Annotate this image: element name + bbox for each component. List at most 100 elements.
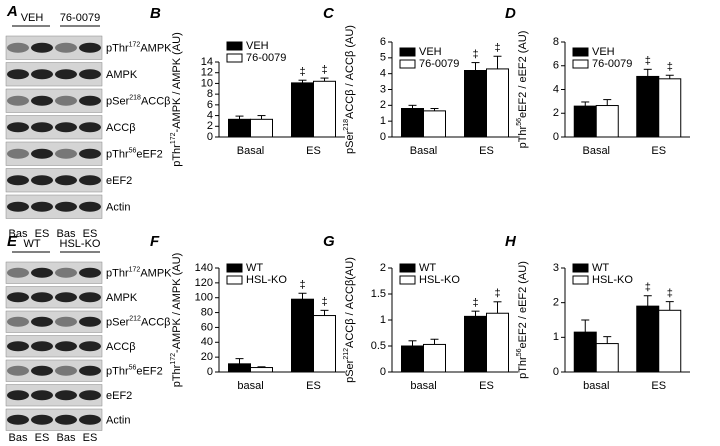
blot-strip	[5, 286, 103, 309]
y-axis-label-part: ACCβ / ACCβ (AU)	[344, 25, 356, 119]
legend-label: WT	[419, 262, 436, 274]
significance-mark: ‡	[299, 279, 305, 291]
blot-band	[7, 390, 29, 401]
row-label-part: ACCβ	[106, 122, 136, 134]
bar	[291, 82, 314, 138]
y-tick-label: 8	[207, 88, 213, 100]
blot-band	[55, 390, 77, 401]
legend-swatch	[399, 47, 416, 57]
row-label-part: Actin	[106, 201, 130, 213]
group-label: 76-0079	[60, 12, 100, 24]
y-tick-label: 1.5	[371, 288, 386, 300]
significance-mark: ‡	[472, 48, 478, 60]
y-axis-label-part: eEF2 / eEF2 (AU)	[517, 31, 529, 118]
y-tick-label: 20	[201, 351, 213, 363]
blot-band	[7, 365, 29, 376]
legend-swatch	[399, 263, 416, 273]
blot-band	[79, 69, 101, 80]
blot-band	[79, 175, 101, 186]
panel-letter: H	[505, 233, 517, 250]
blot-band	[7, 69, 29, 80]
bar	[464, 315, 487, 373]
legend-swatch	[399, 59, 416, 69]
legend-swatch	[226, 263, 243, 273]
row-label: pThr56eEF2	[106, 364, 163, 377]
lane-label: ES	[35, 228, 50, 240]
y-tick-label: 0	[380, 131, 386, 143]
blot-band	[55, 414, 77, 425]
x-tick-label: ES	[306, 380, 321, 392]
y-tick-label: 0	[553, 366, 559, 378]
row-label-part: ACCβ	[141, 95, 171, 107]
blot-strip	[5, 115, 103, 140]
blot-band	[31, 390, 53, 401]
blot-band	[7, 122, 29, 133]
legend-label: VEH	[246, 40, 269, 52]
row-label-part: pThr	[106, 148, 129, 160]
y-tick-label: 4	[380, 68, 386, 80]
bar	[486, 312, 509, 373]
y-tick-label: 140	[195, 262, 213, 274]
y-axis-label: pSer212ACCβ / ACCβ(AU)	[343, 257, 356, 383]
bar	[595, 343, 619, 373]
y-axis-label-part: pThr	[517, 125, 529, 148]
blot-strip	[5, 384, 103, 407]
x-tick-label: Basal	[582, 145, 610, 157]
row-label: eEF2	[106, 390, 132, 402]
y-axis-label-part: 172	[170, 132, 177, 144]
y-tick-label: 120	[195, 277, 213, 289]
y-tick-label: 5	[380, 52, 386, 64]
y-tick-label: 0	[207, 366, 213, 378]
bar	[401, 345, 424, 373]
bar	[423, 110, 446, 138]
legend-label: HSL-KO	[246, 274, 287, 286]
group-label: VEH	[21, 12, 44, 24]
legend-label: HSL-KO	[419, 274, 460, 286]
panel-letter: E	[7, 233, 18, 250]
blot-strip	[5, 408, 103, 431]
bar	[423, 343, 446, 373]
blot-band	[31, 148, 53, 159]
y-axis-label: pThr56eEF2 / eEF2 (AU)	[516, 31, 529, 149]
row-label-part: eEF2	[106, 390, 132, 402]
blot-band	[31, 341, 53, 352]
x-tick-label: basal	[237, 380, 263, 392]
bar	[228, 363, 251, 373]
y-axis-label-part: -AMPK / AMPK (AU)	[171, 32, 183, 132]
y-tick-label: 6	[380, 36, 386, 48]
row-label-part: eEF2	[136, 365, 162, 377]
blot-band	[55, 201, 77, 212]
significance-mark: ‡	[645, 55, 651, 67]
blot-band	[7, 316, 29, 327]
legend-swatch	[572, 275, 589, 285]
blot-band	[7, 292, 29, 303]
y-axis-label: pSer218ACCβ / ACCβ (AU)	[343, 25, 356, 154]
row-label: Actin	[106, 201, 130, 213]
row-label: AMPK	[106, 292, 138, 304]
legend-label: 76-0079	[246, 52, 286, 64]
blot-band	[79, 414, 101, 425]
lane-label: Bas	[57, 432, 76, 444]
y-tick-label: 4	[553, 83, 559, 95]
x-tick-label: Basal	[410, 145, 438, 157]
y-axis-label-part: pSer	[344, 130, 356, 154]
y-tick-label: 1	[553, 331, 559, 343]
bar	[636, 75, 660, 138]
blot-band	[79, 267, 101, 278]
row-label-part: pSer	[106, 316, 130, 328]
y-axis-label-part: 172	[170, 353, 177, 365]
blot-band	[55, 341, 77, 352]
blot-strip	[5, 88, 103, 113]
significance-mark: ‡	[645, 282, 651, 294]
y-tick-label: 8	[553, 36, 559, 48]
legend-swatch	[226, 41, 243, 51]
blot-band	[55, 42, 77, 53]
group-label: HSL-KO	[60, 238, 101, 250]
blot-band	[7, 95, 29, 106]
x-tick-label: basal	[410, 380, 436, 392]
blot-strip	[5, 35, 103, 60]
bar	[464, 70, 487, 138]
y-axis-label-part: eEF2 / eEF2 (AU)	[517, 261, 529, 348]
legend-swatch	[399, 275, 416, 285]
